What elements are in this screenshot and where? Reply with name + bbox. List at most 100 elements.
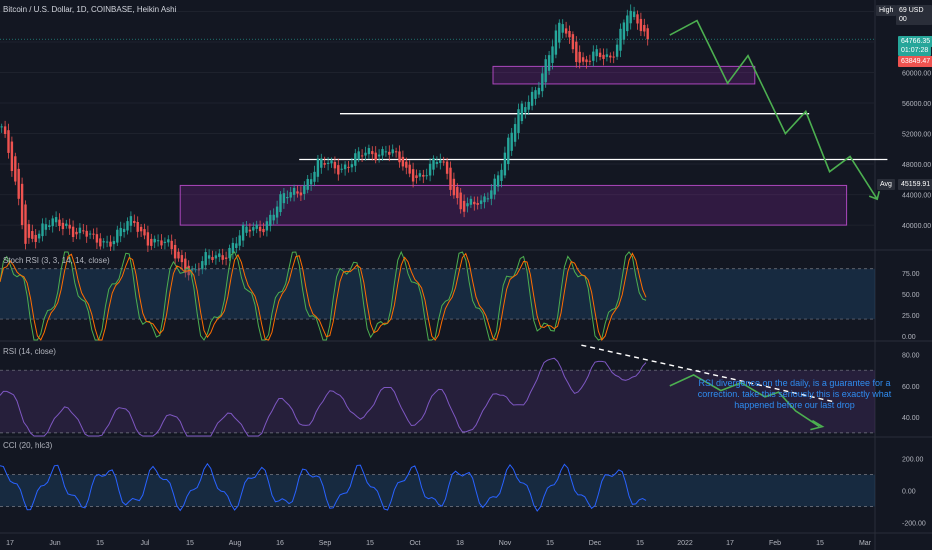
time-tick-label: Jun bbox=[49, 540, 60, 547]
candle-body bbox=[116, 229, 119, 243]
candle-body bbox=[82, 230, 85, 232]
last-price-tag: 64766.35 bbox=[898, 36, 932, 47]
candle-body bbox=[571, 34, 575, 50]
candle-body bbox=[156, 240, 160, 242]
candle-body bbox=[224, 257, 228, 259]
candle-body bbox=[602, 54, 605, 59]
candle-body bbox=[364, 152, 367, 156]
candle-body bbox=[323, 163, 326, 165]
candle-body bbox=[500, 169, 503, 181]
time-tick-label: 18 bbox=[456, 540, 464, 547]
candle-body bbox=[459, 192, 462, 210]
high-value: 69 USD 00 bbox=[896, 5, 932, 25]
time-tick-label: 15 bbox=[636, 540, 644, 547]
candle-body bbox=[221, 255, 224, 260]
candle-body bbox=[231, 242, 235, 254]
candle-body bbox=[177, 251, 180, 259]
candle-body bbox=[235, 243, 238, 248]
candle-body bbox=[476, 203, 479, 205]
candle-body bbox=[41, 223, 44, 237]
candle-body bbox=[279, 194, 282, 213]
candle-body bbox=[289, 192, 292, 198]
candle-body bbox=[286, 196, 289, 199]
cci-title: CCI (20, hlc3) bbox=[3, 441, 53, 450]
time-tick-label: Aug bbox=[229, 540, 242, 547]
candle-body bbox=[282, 193, 286, 204]
candle-body bbox=[394, 151, 398, 153]
candle-body bbox=[377, 154, 381, 157]
candle-body bbox=[388, 151, 391, 155]
candle-body bbox=[517, 109, 520, 133]
candle-body bbox=[170, 240, 173, 250]
candle-body bbox=[401, 156, 405, 167]
candle-body bbox=[207, 255, 211, 259]
candle-body bbox=[333, 161, 337, 169]
candle-body bbox=[24, 204, 27, 244]
candle-body bbox=[27, 224, 31, 238]
candle-body bbox=[20, 183, 24, 226]
candle-body bbox=[306, 178, 309, 190]
candle-body bbox=[105, 241, 109, 243]
candle-body bbox=[432, 158, 435, 170]
time-tick-label: 15 bbox=[366, 540, 374, 547]
candle-body bbox=[241, 225, 245, 241]
candle-body bbox=[211, 256, 214, 260]
candle-body bbox=[92, 233, 95, 235]
candle-body bbox=[190, 268, 194, 271]
candle-body bbox=[292, 187, 296, 195]
price-tick-label: 40000.00 bbox=[902, 223, 931, 230]
candle-body bbox=[31, 231, 34, 239]
candle-body bbox=[581, 57, 585, 62]
candle-body bbox=[262, 228, 265, 233]
candle-body bbox=[422, 174, 425, 177]
candle-body bbox=[534, 90, 537, 99]
candle-body bbox=[462, 200, 466, 212]
lower-zone bbox=[179, 184, 848, 226]
candle-body bbox=[173, 244, 177, 259]
candle-body bbox=[354, 153, 357, 166]
candle-body bbox=[357, 151, 360, 160]
candle-body bbox=[544, 59, 547, 83]
candle-body bbox=[418, 173, 422, 177]
candle-body bbox=[17, 168, 20, 199]
price-tick-label: 56000.00 bbox=[902, 101, 931, 108]
candle-body bbox=[58, 219, 61, 227]
candle-body bbox=[551, 46, 554, 63]
high-label: High bbox=[876, 5, 897, 16]
candle-body bbox=[126, 221, 129, 231]
candle-body bbox=[347, 166, 350, 168]
candle-body bbox=[605, 54, 609, 57]
rsi-line bbox=[0, 357, 647, 437]
time-tick-label: 15 bbox=[186, 540, 194, 547]
candle-body bbox=[537, 87, 541, 95]
candle-body bbox=[34, 234, 37, 242]
candle-body bbox=[629, 10, 632, 24]
candle-body bbox=[524, 107, 527, 113]
time-tick-label: 17 bbox=[726, 540, 734, 547]
candle-body bbox=[439, 160, 442, 163]
candle-body bbox=[153, 238, 156, 243]
time-tick-label: Feb bbox=[769, 540, 781, 547]
stoch-title: Stoch RSI (3, 3, 14, 14, close) bbox=[3, 256, 110, 265]
projection-arrowhead bbox=[868, 190, 880, 201]
candle-body bbox=[48, 225, 51, 227]
candle-body bbox=[184, 258, 187, 273]
time-tick-label: 15 bbox=[816, 540, 824, 547]
candle-body bbox=[527, 101, 530, 110]
candle-body bbox=[493, 178, 496, 195]
candle-body bbox=[578, 51, 581, 63]
rsi-tick-label: 80.00 bbox=[902, 353, 920, 360]
candle-body bbox=[272, 214, 275, 221]
candle-body bbox=[360, 155, 364, 157]
candle-body bbox=[313, 171, 316, 182]
candle-body bbox=[585, 59, 588, 63]
candle-body bbox=[503, 152, 507, 176]
candle-body bbox=[255, 224, 258, 229]
candle-body bbox=[564, 28, 568, 34]
prev-close-tag: 63849.47 bbox=[898, 56, 932, 67]
candle-body bbox=[163, 241, 167, 243]
stoch-band bbox=[0, 268, 875, 320]
stoch-line bbox=[0, 252, 647, 341]
candle-body bbox=[449, 167, 452, 190]
